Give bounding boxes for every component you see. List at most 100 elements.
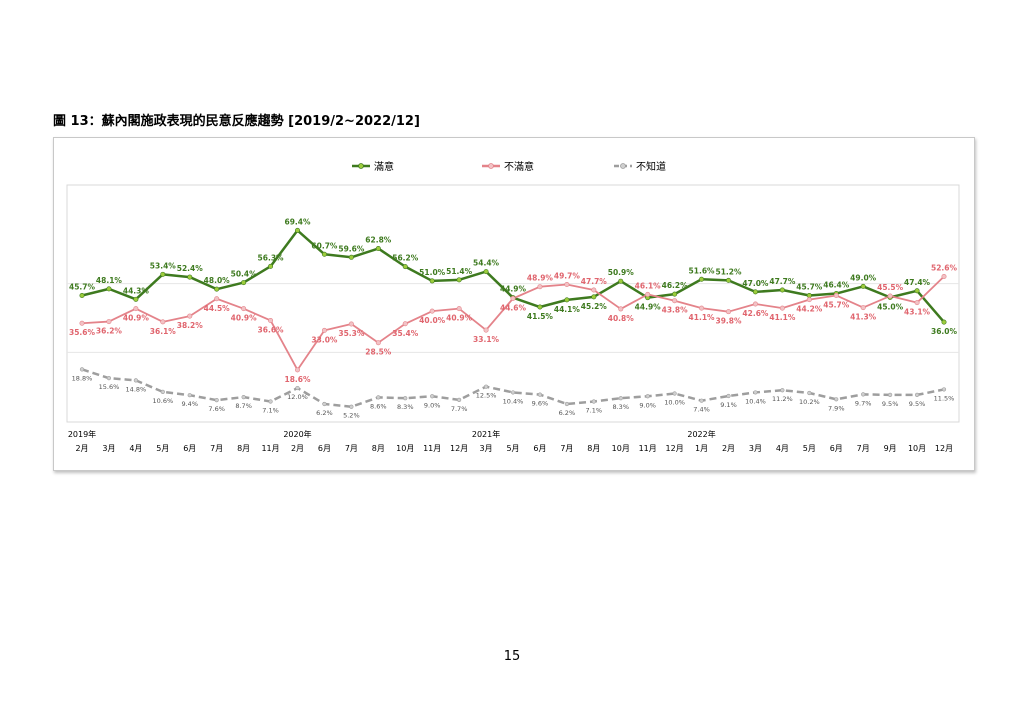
x-tick-label: 2月 bbox=[291, 444, 304, 453]
data-point bbox=[457, 397, 462, 402]
data-point bbox=[591, 294, 597, 300]
data-point bbox=[295, 367, 301, 373]
data-label: 7.9% bbox=[828, 404, 845, 412]
data-label: 36.6% bbox=[258, 325, 285, 334]
data-label: 45.2% bbox=[581, 302, 608, 311]
data-label: 47.7% bbox=[769, 277, 796, 286]
x-tick-label: 8月 bbox=[372, 444, 385, 453]
x-tick-label: 11月 bbox=[639, 444, 657, 453]
data-label: 7.1% bbox=[586, 406, 603, 414]
data-point bbox=[430, 394, 435, 399]
data-point bbox=[807, 390, 812, 396]
data-point bbox=[752, 289, 758, 295]
data-label: 9.6% bbox=[532, 400, 549, 408]
data-label: 36.2% bbox=[96, 327, 123, 336]
data-point bbox=[348, 321, 354, 327]
x-tick-label: 6月 bbox=[183, 444, 196, 453]
data-label: 9.0% bbox=[424, 401, 441, 409]
data-label: 45.7% bbox=[69, 282, 96, 291]
x-tick-label: 7月 bbox=[857, 444, 870, 453]
data-label: 44.2% bbox=[796, 305, 823, 314]
data-point bbox=[321, 327, 327, 333]
data-point bbox=[375, 340, 381, 346]
data-point bbox=[268, 317, 274, 323]
data-point bbox=[241, 306, 247, 312]
x-tick-label: 12月 bbox=[450, 444, 468, 453]
data-point bbox=[510, 390, 516, 395]
x-tick-label: 11月 bbox=[261, 444, 279, 453]
chart-frame: 滿意 不滿意 不知道 45.7% 48.1% 44.3% 53.4% 52.4% 48.0% 5… bbox=[53, 137, 975, 471]
data-point bbox=[564, 281, 570, 287]
data-point bbox=[268, 263, 274, 269]
data-point bbox=[699, 305, 705, 311]
data-label: 44.9% bbox=[635, 303, 662, 312]
data-point bbox=[241, 280, 247, 286]
data-point bbox=[322, 401, 327, 407]
data-label: 44.5% bbox=[204, 304, 231, 313]
data-label: 10.4% bbox=[745, 397, 766, 405]
data-label: 12.0% bbox=[287, 393, 308, 401]
data-point bbox=[564, 401, 569, 407]
data-label: 6.2% bbox=[559, 409, 576, 417]
data-label: 35.3% bbox=[338, 329, 365, 338]
data-point bbox=[214, 286, 220, 292]
data-label: 41.1% bbox=[769, 313, 796, 322]
data-label: 9.5% bbox=[909, 400, 926, 408]
data-label: 14.8% bbox=[126, 385, 147, 393]
trend-chart: 滿意 不滿意 不知道 45.7%48.1%44.3%53.4% 52.4%48.0%5… bbox=[66, 160, 960, 453]
data-label: 15.6% bbox=[99, 383, 120, 391]
data-label: 48.1% bbox=[96, 276, 123, 285]
data-label: 44.9% bbox=[500, 285, 527, 294]
data-label: 50.4% bbox=[231, 270, 258, 279]
data-label: 44.3% bbox=[123, 286, 150, 295]
data-label: 10.6% bbox=[152, 397, 173, 405]
data-label: 18.6% bbox=[284, 375, 311, 384]
data-label: 51.4% bbox=[446, 267, 473, 276]
data-label: 46.4% bbox=[823, 281, 850, 290]
data-label: 35.6% bbox=[69, 328, 96, 337]
data-label: 33.0% bbox=[311, 335, 338, 344]
data-label: 8.3% bbox=[612, 403, 629, 411]
data-point bbox=[187, 393, 192, 398]
data-point bbox=[726, 393, 731, 399]
data-label: 9.7% bbox=[855, 399, 872, 407]
data-label: 51.6% bbox=[689, 266, 716, 275]
data-point bbox=[699, 276, 705, 282]
data-label: 45.5% bbox=[877, 283, 904, 292]
data-label: 59.6% bbox=[338, 244, 365, 253]
x-tick-label: 7月 bbox=[345, 444, 358, 453]
data-point bbox=[537, 392, 543, 397]
data-label: 11.2% bbox=[772, 395, 793, 403]
data-point bbox=[537, 284, 543, 290]
data-label: 40.0% bbox=[419, 316, 446, 325]
x-tick-label: 3月 bbox=[480, 444, 493, 453]
x-tick-label: 12月 bbox=[935, 444, 953, 453]
data-point bbox=[348, 254, 354, 260]
plot-border bbox=[66, 184, 960, 423]
x-tick-label: 4月 bbox=[776, 444, 789, 453]
data-point bbox=[779, 287, 785, 293]
data-point bbox=[914, 392, 920, 398]
x-tick-label: 8月 bbox=[237, 444, 250, 453]
x-year-label: 2019年 bbox=[68, 429, 96, 439]
data-label: 42.6% bbox=[742, 309, 769, 318]
page-number: 15 bbox=[503, 649, 521, 664]
data-label: 53.4% bbox=[150, 261, 177, 270]
data-label: 56.3% bbox=[258, 253, 285, 262]
legend-label: 不滿意 bbox=[504, 160, 534, 173]
x-year-label: 2020年 bbox=[283, 429, 311, 439]
x-year-label: 2021年 bbox=[472, 429, 500, 439]
data-point bbox=[133, 378, 138, 383]
x-tick-label: 10月 bbox=[908, 444, 926, 453]
x-tick-label: 8月 bbox=[587, 444, 600, 453]
data-point bbox=[672, 298, 678, 304]
data-label: 8.7% bbox=[235, 402, 252, 410]
data-point bbox=[779, 305, 785, 311]
data-point bbox=[483, 327, 489, 333]
legend-marker bbox=[488, 163, 494, 169]
data-label: 7.4% bbox=[693, 406, 710, 414]
data-point bbox=[806, 297, 812, 303]
data-label: 8.6% bbox=[370, 402, 387, 410]
data-label: 10.4% bbox=[503, 397, 524, 405]
x-tick-label: 10月 bbox=[612, 444, 630, 453]
